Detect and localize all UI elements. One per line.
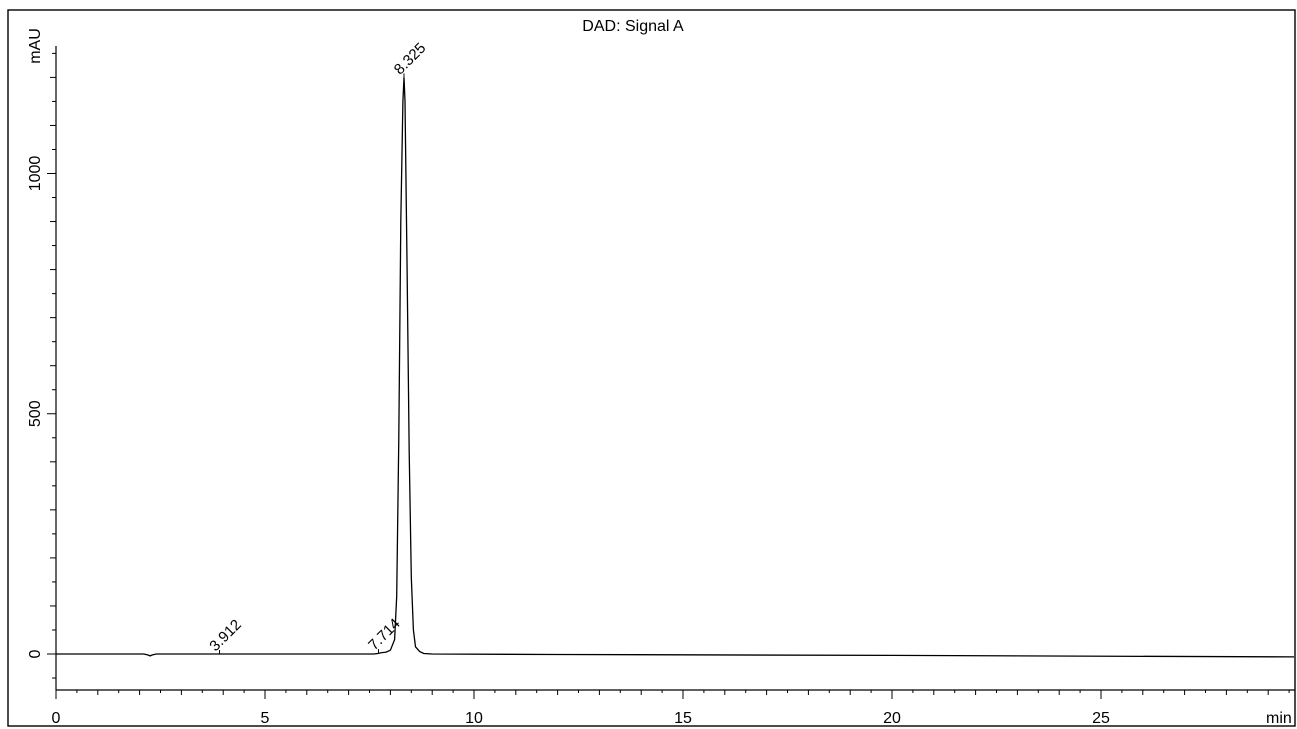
peak-annotations: 3.912 7.714 8.325 xyxy=(206,40,429,655)
chart-title: DAD: Signal A xyxy=(582,18,684,35)
x-tick-label: 10 xyxy=(465,710,483,727)
x-axis-label: min xyxy=(1266,710,1292,727)
y-tick-label: 500 xyxy=(27,400,44,427)
x-tick-label: 25 xyxy=(1092,710,1110,727)
y-tick-label: 0 xyxy=(27,649,44,658)
signal-trace xyxy=(56,77,1295,658)
x-tick-label: 20 xyxy=(883,710,901,727)
y-axis-label: mAU xyxy=(27,28,44,64)
x-tick-label: 5 xyxy=(261,710,270,727)
axis-ticks xyxy=(47,52,1290,699)
peak-rt-label: 3.912 xyxy=(206,616,245,655)
x-tick-label: 15 xyxy=(674,710,692,727)
x-tick-label: 0 xyxy=(52,710,61,727)
y-tick-label: 1000 xyxy=(27,156,44,192)
peak-rt-label: 8.325 xyxy=(391,40,430,79)
tick-labels: 0 5 10 15 20 25 0 500 1000 xyxy=(27,156,1110,727)
peak-rt-label: 7.714 xyxy=(365,615,404,654)
chart-frame xyxy=(7,9,1296,727)
